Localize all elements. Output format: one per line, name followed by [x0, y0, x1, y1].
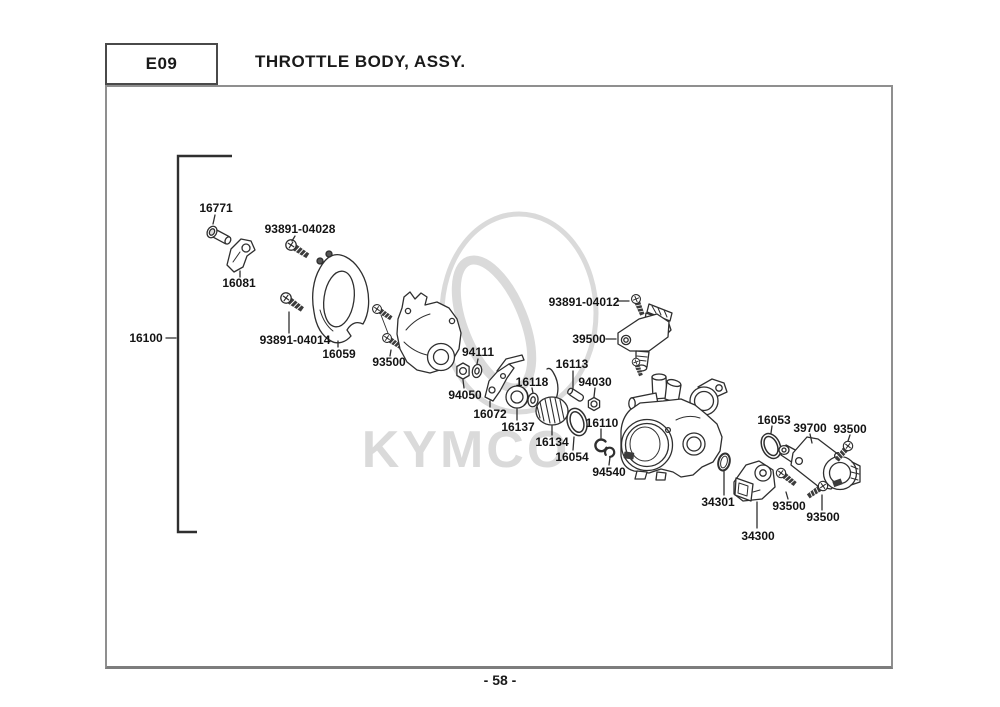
part-cring-16110	[594, 438, 608, 453]
part-spring-16134	[535, 367, 569, 426]
part-label-39700: 39700	[793, 421, 827, 435]
part-lever-16072	[484, 354, 525, 402]
part-bolt-16771	[206, 225, 232, 245]
part-label-93891-04014: 93891-04014	[259, 333, 331, 347]
part-label-16081: 16081	[222, 276, 256, 290]
part-label-94111: 94111	[461, 345, 495, 359]
page-number: - 58 -	[483, 672, 517, 688]
part-eclip-94540	[603, 446, 616, 458]
part-screw-93891-04028	[283, 237, 312, 261]
part-label-16100: 16100	[129, 331, 163, 345]
part-label-94050: 94050	[448, 388, 482, 402]
part-washer-94111	[471, 363, 483, 379]
part-label-34300: 34300	[741, 529, 775, 543]
part-nut-94050	[456, 362, 470, 380]
part-screw-93891-04012	[629, 292, 648, 317]
part-washer-16118	[527, 392, 539, 408]
watermark-text: KYMCO	[362, 421, 571, 479]
part-label-16059: 16059	[322, 347, 356, 361]
part-bracket-16081	[226, 238, 256, 273]
part-cover-16059	[312, 250, 370, 344]
section-code-box: E09	[105, 43, 218, 85]
part-label-16771: 16771	[199, 201, 233, 215]
part-label-16118: 16118	[515, 375, 549, 389]
part-label-34301: 34301	[701, 495, 735, 509]
part-oring-34301	[717, 452, 731, 472]
part-valve-39700	[778, 436, 861, 491]
part-label-93500-bot: 93500	[806, 510, 840, 524]
part-label-94540: 94540	[592, 465, 626, 479]
part-label-16072: 16072	[473, 407, 507, 421]
part-label-93891-04012: 93891-04012	[548, 295, 620, 309]
part-oring-16054	[566, 407, 588, 437]
page-title: THROTTLE BODY, ASSY.	[255, 52, 466, 71]
part-pin-16113	[567, 387, 585, 402]
section-code: E09	[145, 54, 178, 73]
part-label-16134: 16134	[535, 435, 569, 449]
part-sensor-39500	[617, 303, 673, 372]
part-label-93500-left: 93500	[372, 355, 406, 369]
part-oring-16053	[760, 432, 782, 460]
part-label-16110: 16110	[585, 416, 619, 430]
part-screw-93891-04014	[278, 290, 307, 315]
part-label-16053: 16053	[757, 413, 791, 427]
part-housing-cover	[396, 291, 462, 374]
part-label-93500-mid: 93500	[772, 499, 806, 513]
part-label-39500: 39500	[572, 332, 606, 346]
part-bushing-16137	[505, 385, 529, 409]
part-label-93500-tr: 93500	[833, 422, 867, 436]
part-sensor-34300	[733, 460, 776, 502]
assembly-bracket-16100	[176, 154, 232, 534]
part-label-94030: 94030	[578, 375, 612, 389]
part-screws-93500-left	[370, 302, 405, 352]
part-screw-93500-middle	[773, 465, 799, 489]
part-label-93891-04028: 93891-04028	[264, 222, 336, 236]
part-nut-94030	[587, 396, 601, 412]
part-label-16113: 16113	[555, 357, 589, 371]
leader-lines	[165, 214, 851, 529]
part-label-16054: 16054	[555, 450, 589, 464]
part-label-16137: 16137	[501, 420, 535, 434]
part-throttle-body	[620, 373, 728, 481]
